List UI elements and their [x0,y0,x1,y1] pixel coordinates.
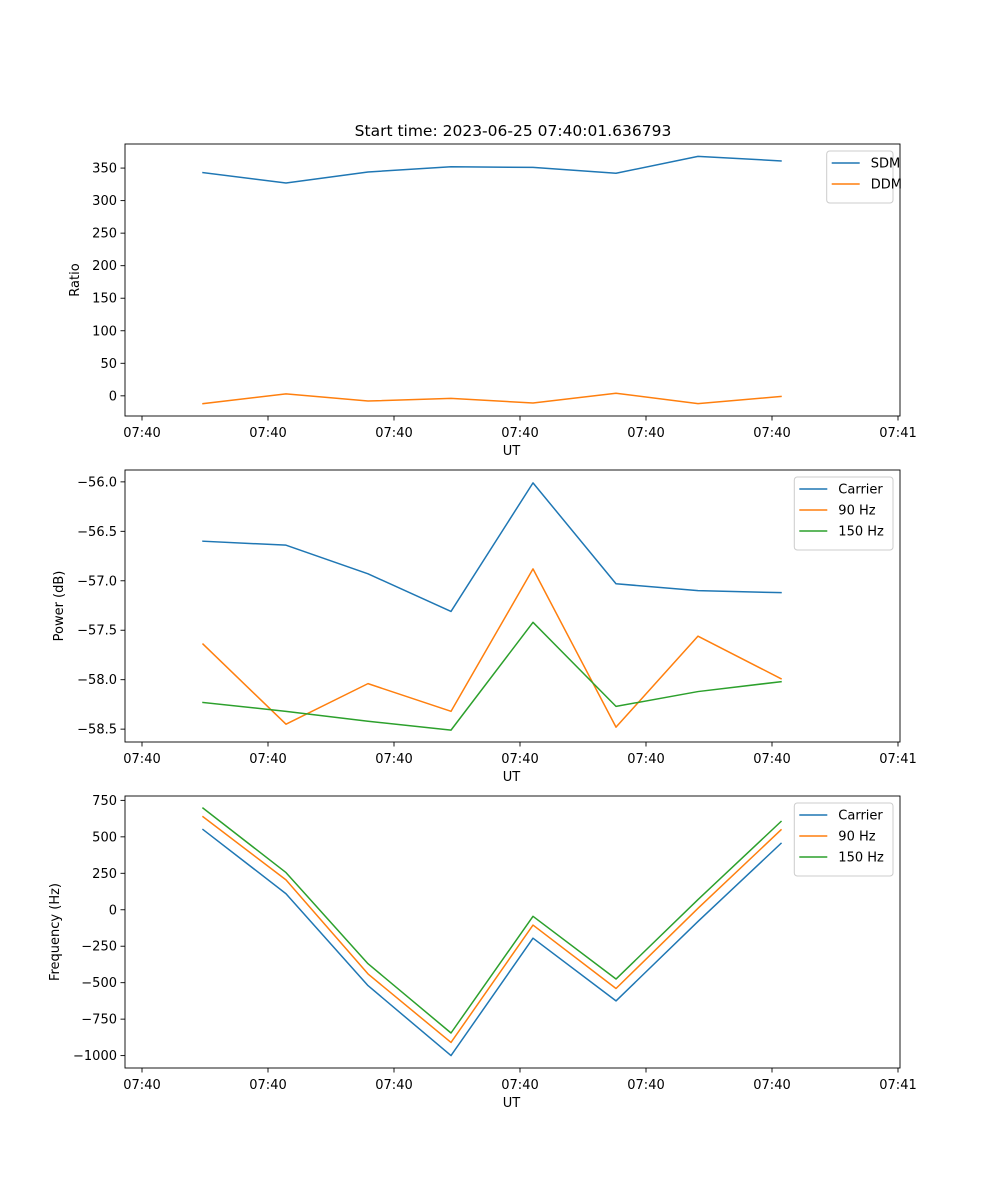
x-tick-label: 07:41 [879,752,916,767]
axes-frame [124,143,901,417]
panels: 07:40 07:40 07:40 07:40 07:40 07:40 07:41 0 50 10… [48,143,917,1111]
series-line-1 [202,155,782,184]
y-tick-label: 0 [109,903,117,918]
legend-label: 90 Hz [838,504,875,519]
y-tick-label: 150 [92,292,117,307]
x-axis-label: UT [503,770,521,785]
y-tick-label: −750 [81,1013,117,1028]
x-tick-label: 07:41 [879,426,916,441]
x-tick-label: 07:40 [501,426,538,441]
y-tick-label: 350 [92,162,117,177]
y-tick-label: 100 [92,324,117,339]
x-tick-label: 07:40 [375,752,412,767]
x-tick-label: 07:40 [375,426,412,441]
legend: Carrier 90 Hz 150 Hz [793,476,894,551]
x-tick-label: 07:41 [879,1078,916,1093]
y-tick-label: 50 [100,357,117,372]
x-tick-label: 07:40 [123,1078,160,1093]
x-tick-label: 07:40 [123,752,160,767]
y-axis-label: Power (dB) [52,571,67,642]
x-tick-label: 07:40 [753,1078,790,1093]
legend-label: SDM [871,157,900,172]
legend-label: 150 Hz [838,851,884,866]
legend: SDM DDM [826,150,902,204]
x-tick-label: 07:40 [123,426,160,441]
y-tick-label: −56.0 [77,475,117,490]
series-line-3 [201,807,783,1034]
legend-label: Carrier [838,809,883,824]
series-line-1 [201,828,783,1057]
legend-label: DDM [871,178,902,193]
x-tick-label: 07:40 [627,752,664,767]
x-tick-label: 07:40 [501,752,538,767]
series-line-2 [201,568,783,728]
figure-title: Start time: 2023-06-25 07:40:01.636793 [355,122,672,140]
series-line-2 [202,392,782,405]
legend-box [826,150,894,204]
legend-label: Carrier [838,483,883,498]
panel-2: 07:40 07:40 07:40 07:40 07:40 07:40 07:41 −58.5… [52,469,917,785]
series-line-2 [201,815,783,1044]
series-line-1 [202,482,782,613]
x-tick-label: 07:40 [627,1078,664,1093]
legend-label: 90 Hz [838,830,875,845]
y-tick-label: −57.5 [77,624,117,639]
x-tick-label: 07:40 [753,752,790,767]
x-tick-label: 07:40 [249,426,286,441]
x-tick-label: 07:40 [501,1078,538,1093]
y-tick-label: 200 [92,259,117,274]
y-axis-label: Frequency (Hz) [48,883,63,981]
y-tick-label: −58.0 [77,673,117,688]
y-tick-label: 250 [92,867,117,882]
x-axis-label: UT [503,1096,521,1111]
y-tick-label: −250 [81,940,117,955]
legend: Carrier 90 Hz 150 Hz [793,802,894,877]
x-tick-label: 07:40 [375,1078,412,1093]
y-tick-label: −57.0 [77,574,117,589]
y-tick-label: 0 [109,389,117,404]
y-tick-label: −1000 [73,1049,117,1064]
legend-label: 150 Hz [838,525,884,540]
y-tick-label: −56.5 [77,525,117,540]
axes-frame [124,795,901,1069]
x-tick-label: 07:40 [627,426,664,441]
y-tick-label: 500 [92,830,117,845]
panel-1: 07:40 07:40 07:40 07:40 07:40 07:40 07:41 0 50 10… [68,143,917,459]
x-tick-label: 07:40 [753,426,790,441]
y-tick-label: 300 [92,194,117,209]
y-tick-label: −58.5 [77,723,117,738]
series-line-3 [202,621,782,731]
x-axis-label: UT [503,444,521,459]
x-tick-label: 07:40 [249,1078,286,1093]
y-tick-label: 250 [92,227,117,242]
y-axis-label: Ratio [68,263,83,296]
x-tick-label: 07:40 [249,752,286,767]
panel-3: 07:40 07:40 07:40 07:40 07:40 07:40 07:41 −1000… [48,794,917,1111]
y-tick-label: −500 [81,976,117,991]
y-tick-label: 750 [92,794,117,809]
axes-frame [124,469,901,743]
